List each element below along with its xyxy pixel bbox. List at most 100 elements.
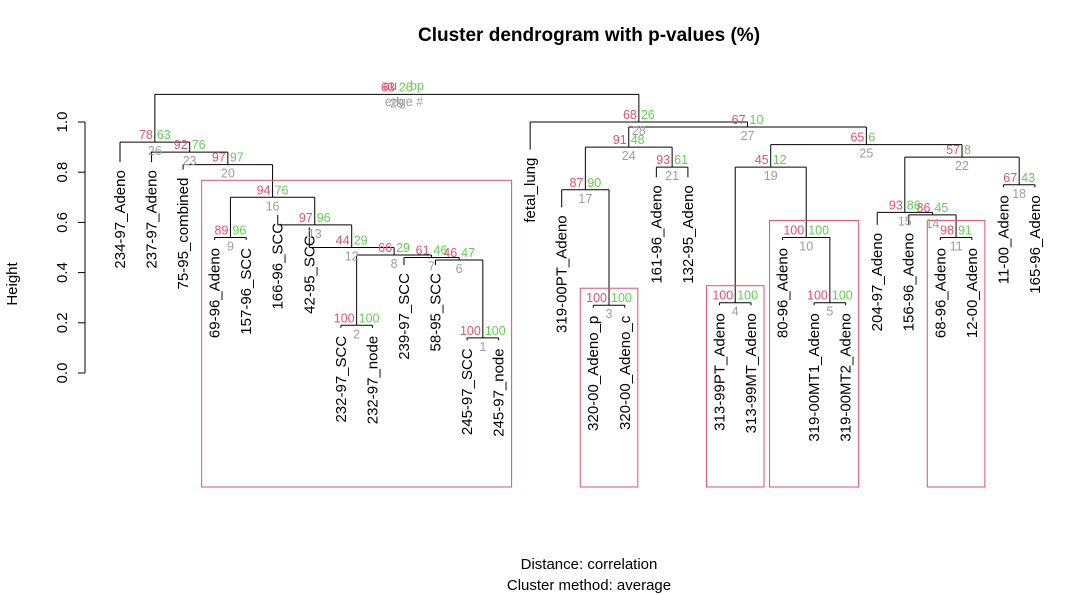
edge-number: 9 [227,239,234,253]
bp-value: 47 [461,246,475,260]
bp-value: 26 [641,108,655,122]
leaf-label: 320-00_Adeno_c [617,315,634,430]
au-value: 94 [257,183,271,197]
au-value: 92 [174,138,188,152]
bp-value: 100 [737,289,758,303]
chart-title: Cluster dendrogram with p-values (%) [418,25,760,46]
legend-edge: edge # [385,95,423,109]
au-value: 100 [586,291,607,305]
edge-number: 21 [665,169,679,183]
edge-number: 13 [308,227,322,241]
leaf-label: 68-96_Adeno [932,248,949,338]
leaf-label: 156-96_Adeno [901,233,918,331]
au-value: 57 [946,143,960,157]
au-value: 100 [460,324,481,338]
leaf-label: 165-96_Adeno [1027,195,1044,293]
bp-value: 76 [192,138,206,152]
au-value: 86 [917,201,931,215]
au-value: 100 [712,289,733,303]
bp-value: 61 [674,153,688,167]
cluster-boxes [201,179,986,488]
bp-value: 100 [359,311,380,325]
leaf-label: 80-96_Adeno [775,248,792,338]
bp-value: 8 [964,143,971,157]
leaf-label: 75-95_combined [175,178,192,290]
leaf-label: 319-00MT1_Adeno [806,313,823,441]
leaf-label: 69-96_Adeno [207,248,224,338]
bp-value: 12 [773,153,787,167]
edge-number: 23 [183,154,197,168]
bp-value: 100 [808,223,829,237]
au-value: 67 [732,113,746,127]
edge-number: 8 [391,257,398,271]
au-value: 61 [416,244,430,258]
au-value: 68 [623,108,637,122]
leaf-label: 245-97_node [491,348,508,436]
bp-value: 96 [317,211,331,225]
cluster-box [201,179,513,488]
au-value: 93 [889,198,903,212]
bp-value: 6 [868,131,875,145]
leaf-label: 161-96_Adeno [648,185,665,283]
edge-number: 25 [859,147,873,161]
au-value: 93 [656,153,670,167]
bp-value: 26 [399,80,413,94]
leaf-label: 234-97_Adeno [112,170,129,268]
dendrogram-tree [119,93,1036,341]
leaf-label: 237-97_Adeno [144,170,161,268]
edge-number: 16 [266,199,280,213]
bp-value: 29 [396,241,410,255]
au-value: 98 [940,223,954,237]
edge-number: 28 [632,124,646,138]
p-value-labels: 100 100 1 100 100 2 100 100 3 100 100 4 100 100 5 46 47 6… [139,80,1035,353]
leaf-label: 232-97_SCC [333,336,350,423]
bp-value: 46 [434,244,448,258]
bp-value: 29 [354,234,368,248]
y-tick-label: 1.0 [54,112,71,133]
leaf-label: 204-97_Adeno [869,233,886,331]
au-value: 89 [215,223,229,237]
edge-number: 10 [799,239,813,253]
leaf-labels: 234-97_Adeno 237-97_Adeno 75-95_combined 69… [112,158,1044,442]
y-tick-label: 0.2 [54,312,71,333]
edge-number: 20 [221,167,235,181]
au-value: 46 [443,246,457,260]
cluster-box [769,219,860,488]
leaf-label: 232-97_node [364,336,381,424]
bp-value: 100 [832,289,853,303]
leaf-label: fetal_lung [522,158,539,223]
edge-number: 26 [148,144,162,158]
bp-value: 63 [157,128,171,142]
bp-value: 48 [631,133,645,147]
bp-value: 96 [232,223,246,237]
au-value: 67 [1003,171,1017,185]
y-tick-label: 0.8 [54,162,71,183]
leaf-label: 319-00MT2_Adeno [838,313,855,441]
bp-value: 100 [611,291,632,305]
leaf-label: 166-96_SCC [270,223,287,310]
edge-number: 29 [390,96,404,110]
au-value: 63 [381,80,395,94]
cluster-box [705,285,765,488]
edge-number: 14 [925,217,939,231]
edge-number: 1 [479,340,486,354]
leaf-label: 245-97_SCC [459,348,476,435]
edge-number: 4 [732,305,739,319]
au-value: 100 [807,289,828,303]
y-axis-label: Height [4,261,21,305]
y-tick-label: 0.6 [54,212,71,233]
edge-number: 3 [606,307,613,321]
au-value: 91 [613,133,627,147]
au-value: 65 [850,131,864,145]
cluster-box [579,287,639,488]
au-value: 100 [783,223,804,237]
leaf-label: 157-96_SCC [238,248,255,335]
leaf-label: 313-99MT_Adeno [743,313,760,433]
edge-number: 12 [345,250,359,264]
au-value: 97 [212,151,226,165]
bp-value: 76 [275,183,289,197]
leaf-label: 319-00PT_Adeno [554,215,571,333]
y-axis: 0.0 0.2 0.4 0.6 0.8 1.0 [54,112,86,383]
leaf-label: 239-97_SCC [396,273,413,360]
